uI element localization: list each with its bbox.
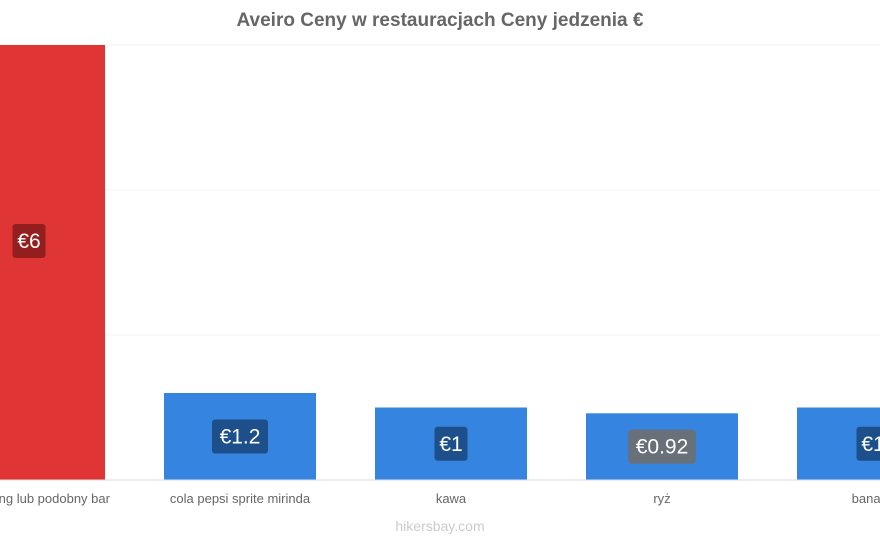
data-label-text: €1: [439, 433, 462, 456]
grid-lines: [0, 44, 880, 336]
x-tick-label: cola pepsi sprite mirinda: [170, 491, 311, 506]
data-label: €1: [434, 426, 468, 461]
data-label-text: €1.2: [220, 426, 261, 449]
data-label-text: €1: [861, 433, 880, 456]
value-labels: €6 €1.2 €1 €0.92 €1: [12, 224, 880, 464]
data-label-text: €6: [17, 230, 40, 253]
x-tick-label: ryż: [653, 491, 670, 506]
x-tick-label: kawa: [436, 491, 467, 506]
bars: [0, 45, 880, 480]
chart-title: Aveiro Ceny w restauracjach Ceny jedzeni…: [236, 10, 644, 31]
data-label: €1: [856, 426, 880, 461]
data-label-background: [212, 419, 268, 454]
bar: [0, 45, 105, 480]
data-label-background: [628, 429, 696, 464]
data-label-text: €0.92: [636, 436, 689, 459]
data-label: €6: [12, 224, 46, 258]
data-label: €0.92: [628, 429, 696, 464]
x-tick-label: banany: [852, 491, 880, 506]
watermark: hikersbay.com: [395, 518, 485, 534]
x-tick-labels: burger king lub podobny bar cola pepsi sp…: [0, 491, 880, 506]
data-label-background: [12, 224, 46, 258]
data-label-background: [856, 426, 880, 461]
data-label-background: [434, 426, 468, 461]
x-tick-label: burger king lub podobny bar: [0, 491, 111, 506]
data-label: €1.2: [212, 419, 268, 454]
